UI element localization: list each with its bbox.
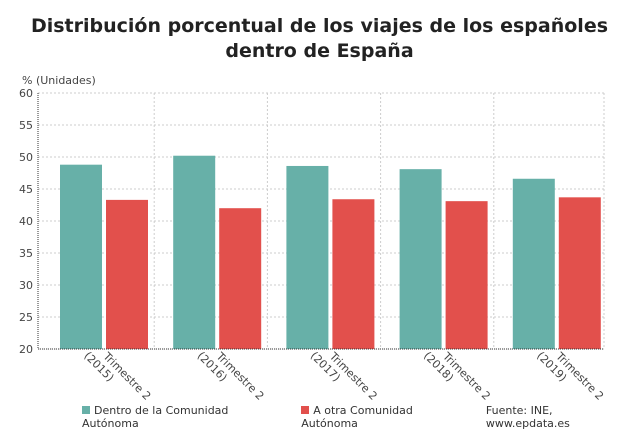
- y-tick-label: 45: [19, 183, 33, 196]
- y-tick-label: 40: [19, 215, 33, 228]
- bar-dentro: [173, 155, 216, 349]
- x-tick-label: Trimestre 2(2015): [81, 340, 153, 412]
- bar-dentro: [512, 178, 555, 349]
- x-tick-label: Trimestre 2(2017): [308, 340, 380, 412]
- legend-item-otra: A otra Comunidad Autónoma: [301, 404, 472, 430]
- bar-dentro: [399, 169, 442, 349]
- bar-dentro: [60, 164, 102, 349]
- bar-dentro: [286, 165, 329, 349]
- legend-item-dentro: Dentro de la Comunidad Autónoma: [82, 404, 287, 430]
- chart-title: Distribución porcentual de los viajes de…: [30, 15, 609, 62]
- y-tick-label: 55: [19, 119, 33, 132]
- y-tick-label: 50: [19, 151, 33, 164]
- legend-swatch: [301, 406, 310, 414]
- y-axis-label: % (Unidades): [22, 74, 96, 87]
- y-tick-label: 35: [19, 247, 33, 260]
- legend-swatch: [82, 406, 90, 414]
- y-tick-label: 20: [19, 343, 33, 356]
- legend: Dentro de la Comunidad Autónoma A otra C…: [82, 404, 639, 430]
- legend-label: A otra Comunidad Autónoma: [301, 404, 413, 430]
- bar-otra: [332, 199, 375, 349]
- y-tick-label: 25: [19, 311, 33, 324]
- bar-otra: [558, 197, 601, 349]
- legend-label: Dentro de la Comunidad Autónoma: [82, 404, 229, 430]
- x-tick-label: Trimestre 2(2018): [421, 340, 493, 412]
- source-note: Fuente: INE, www.epdata.es: [485, 404, 570, 430]
- y-tick-label: 30: [19, 279, 33, 292]
- y-tick-label: 60: [19, 87, 33, 100]
- bar-otra: [445, 201, 488, 349]
- x-tick-label: Trimestre 2(2019): [534, 340, 606, 412]
- bar-otra: [219, 208, 262, 349]
- bar-otra: [106, 199, 148, 349]
- x-tick-label: Trimestre 2(2016): [195, 340, 267, 412]
